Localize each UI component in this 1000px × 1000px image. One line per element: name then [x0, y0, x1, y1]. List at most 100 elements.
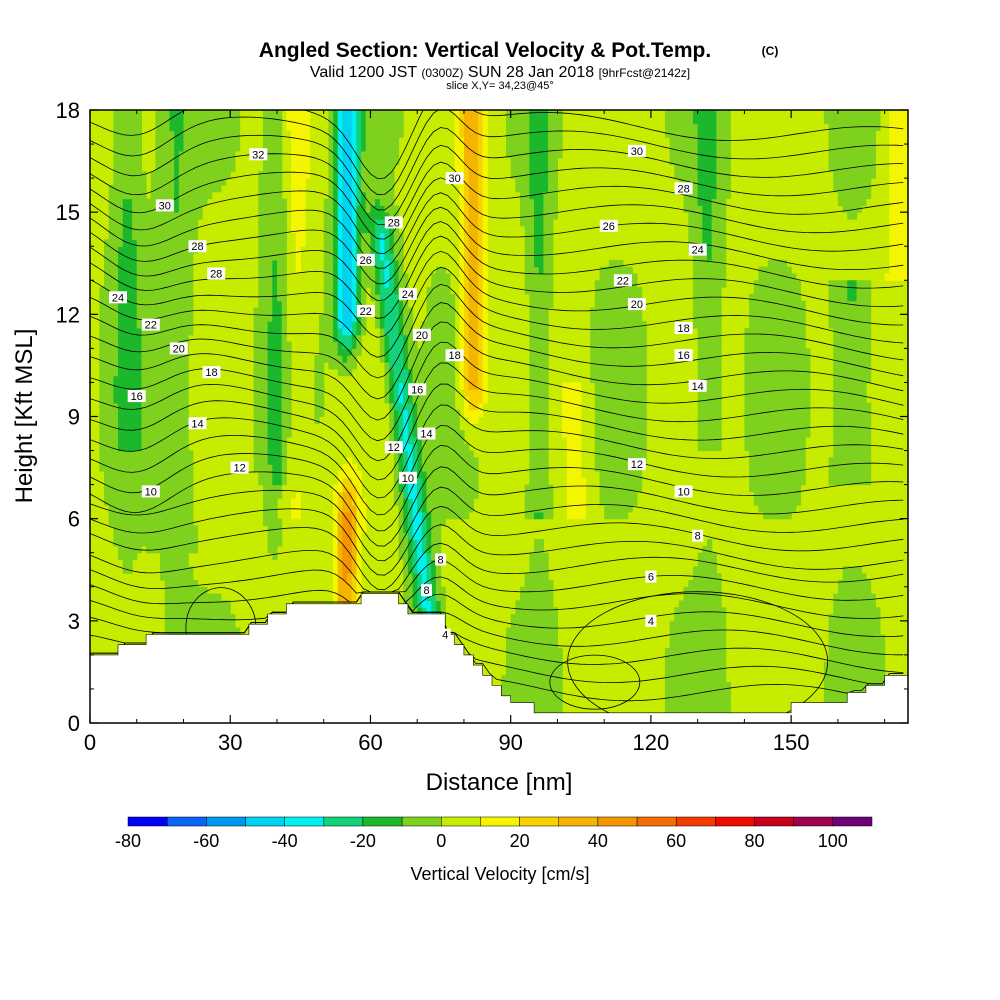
velocity-cell — [319, 389, 325, 397]
velocity-cell — [393, 137, 400, 145]
velocity-cell — [543, 702, 549, 710]
velocity-cell — [529, 688, 535, 697]
velocity-cell — [426, 375, 432, 384]
velocity-cell — [384, 382, 390, 390]
velocity-cell — [262, 144, 269, 152]
velocity-cell — [473, 137, 479, 145]
velocity-cell — [178, 505, 185, 513]
velocity-cell — [604, 470, 610, 479]
velocity-cell — [529, 123, 535, 132]
velocity-cell — [347, 287, 353, 295]
velocity-cell — [548, 123, 554, 132]
velocity-cell — [122, 511, 128, 520]
velocity-cell — [622, 382, 629, 390]
velocity-cell — [608, 355, 615, 363]
velocity-cell — [449, 321, 456, 329]
velocity-cell — [104, 450, 110, 458]
velocity-cell — [192, 614, 199, 622]
velocity-cell — [477, 334, 484, 343]
velocity-cell — [520, 137, 526, 145]
velocity-cell — [290, 205, 297, 213]
velocity-cell — [538, 321, 544, 329]
velocity-cell — [141, 198, 147, 206]
velocity-cell — [267, 484, 273, 493]
velocity-cell — [599, 416, 605, 424]
velocity-cell — [169, 593, 175, 601]
velocity-cell — [136, 484, 143, 493]
velocity-cell — [501, 688, 507, 697]
velocity-cell — [276, 375, 283, 384]
velocity-cell — [272, 518, 278, 527]
velocity-cell — [178, 423, 185, 431]
velocity-cell — [118, 409, 124, 418]
velocity-cell — [398, 402, 404, 411]
velocity-cell — [459, 443, 465, 452]
velocity-cell — [108, 287, 114, 295]
velocity-cell — [566, 436, 573, 445]
velocity-cell — [351, 287, 358, 295]
velocity-cell — [440, 430, 446, 438]
velocity-cell — [290, 144, 297, 152]
velocity-cell — [524, 695, 530, 704]
velocity-cell — [454, 498, 460, 506]
velocity-cell — [459, 436, 465, 445]
velocity-cell — [548, 484, 554, 493]
velocity-cell — [127, 225, 133, 234]
velocity-cell — [160, 246, 166, 254]
velocity-cell — [421, 348, 428, 356]
velocity-cell — [99, 293, 105, 302]
velocity-cell — [613, 464, 619, 472]
velocity-cell — [529, 579, 535, 588]
velocity-cell — [290, 212, 297, 220]
velocity-cell — [431, 586, 437, 595]
velocity-cell — [445, 436, 451, 445]
velocity-cell — [113, 137, 119, 145]
velocity-cell — [328, 300, 334, 309]
velocity-cell — [347, 184, 353, 193]
velocity-cell — [267, 402, 273, 411]
velocity-cell — [174, 586, 180, 595]
velocity-cell — [155, 287, 161, 295]
velocity-cell — [454, 144, 460, 152]
velocity-cell — [543, 443, 549, 452]
velocity-cell — [178, 620, 185, 629]
velocity-cell — [351, 280, 358, 288]
velocity-cell — [459, 477, 465, 486]
velocity-cell — [272, 205, 278, 213]
velocity-cell — [333, 239, 339, 247]
velocity-cell — [141, 532, 147, 540]
velocity-cell — [622, 464, 629, 472]
velocity-cell — [127, 178, 133, 186]
velocity-cell — [370, 171, 376, 179]
velocity-cell — [169, 511, 175, 520]
velocity-cell — [337, 368, 344, 377]
velocity-cell — [412, 525, 418, 533]
velocity-cell — [534, 389, 540, 397]
velocity-cell — [337, 491, 344, 499]
velocity-cell — [613, 355, 619, 363]
velocity-cell — [342, 239, 348, 247]
velocity-cell — [520, 634, 526, 642]
velocity-cell — [99, 430, 105, 438]
velocity-cell — [342, 566, 348, 574]
velocity-cell — [178, 280, 185, 288]
velocity-cell — [160, 253, 166, 261]
velocity-cell — [538, 620, 544, 629]
velocity-cell — [515, 157, 521, 166]
velocity-cell — [548, 579, 554, 588]
velocity-cell — [534, 579, 540, 588]
velocity-cell — [253, 375, 259, 384]
velocity-cell — [351, 273, 358, 281]
velocity-cell — [473, 348, 479, 356]
velocity-cell — [431, 382, 437, 390]
velocity-cell — [482, 116, 488, 125]
velocity-cell — [276, 116, 283, 125]
velocity-cell — [351, 178, 358, 186]
velocity-cell — [155, 246, 161, 254]
velocity-cell — [295, 218, 301, 227]
velocity-cell — [169, 525, 175, 533]
velocity-cell — [281, 341, 287, 349]
velocity-cell — [459, 144, 465, 152]
velocity-cell — [188, 600, 194, 608]
velocity-cell — [389, 382, 395, 390]
